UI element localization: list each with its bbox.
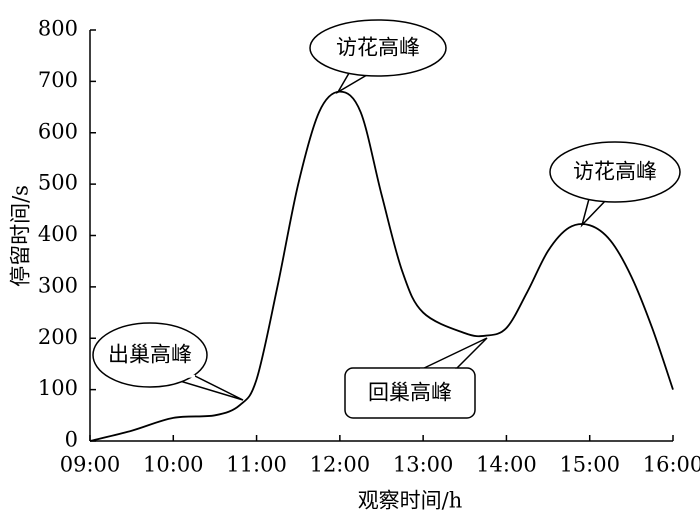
callout-box xyxy=(344,367,476,419)
y-tick-label: 600 xyxy=(38,119,78,143)
x-tick-label: 13:00 xyxy=(393,453,454,477)
x-axis-label: 观察时间/h xyxy=(358,489,463,513)
y-tick-label: 500 xyxy=(38,171,78,195)
callout-text: 访花高峰 xyxy=(573,160,657,184)
y-tick-label: 100 xyxy=(38,376,78,400)
data-line xyxy=(89,90,674,442)
x-tick-label: 16:00 xyxy=(643,453,700,477)
y-tick-label: 0 xyxy=(65,428,78,452)
callout-bubble xyxy=(549,141,681,203)
callout-text: 访花高峰 xyxy=(336,36,420,60)
callout-tail xyxy=(419,337,488,371)
callout-bubble xyxy=(309,19,447,77)
x-tick-label: 10:00 xyxy=(143,453,204,477)
y-axis-label: 停留时间/s xyxy=(9,185,33,287)
callout-tail-cover xyxy=(169,374,196,380)
y-tick-label: 700 xyxy=(38,68,78,92)
y-tick-label: 300 xyxy=(38,273,78,297)
x-tick-label: 09:00 xyxy=(60,453,121,477)
callout-bubble xyxy=(92,322,208,388)
callout-tail-cover xyxy=(351,66,373,74)
y-tick-label: 800 xyxy=(38,17,78,41)
x-tick-label: 12:00 xyxy=(310,453,371,477)
y-tick-label: 200 xyxy=(38,325,78,349)
x-tick-label: 15:00 xyxy=(559,453,620,477)
x-tick-label: 14:00 xyxy=(476,453,537,477)
y-tick-label: 400 xyxy=(38,222,78,246)
callout-text: 出巢高峰 xyxy=(108,343,192,367)
x-tick-label: 11:00 xyxy=(226,453,287,477)
callout-text: 回巢高峰 xyxy=(368,381,452,405)
callout-tail-cover xyxy=(589,193,609,200)
